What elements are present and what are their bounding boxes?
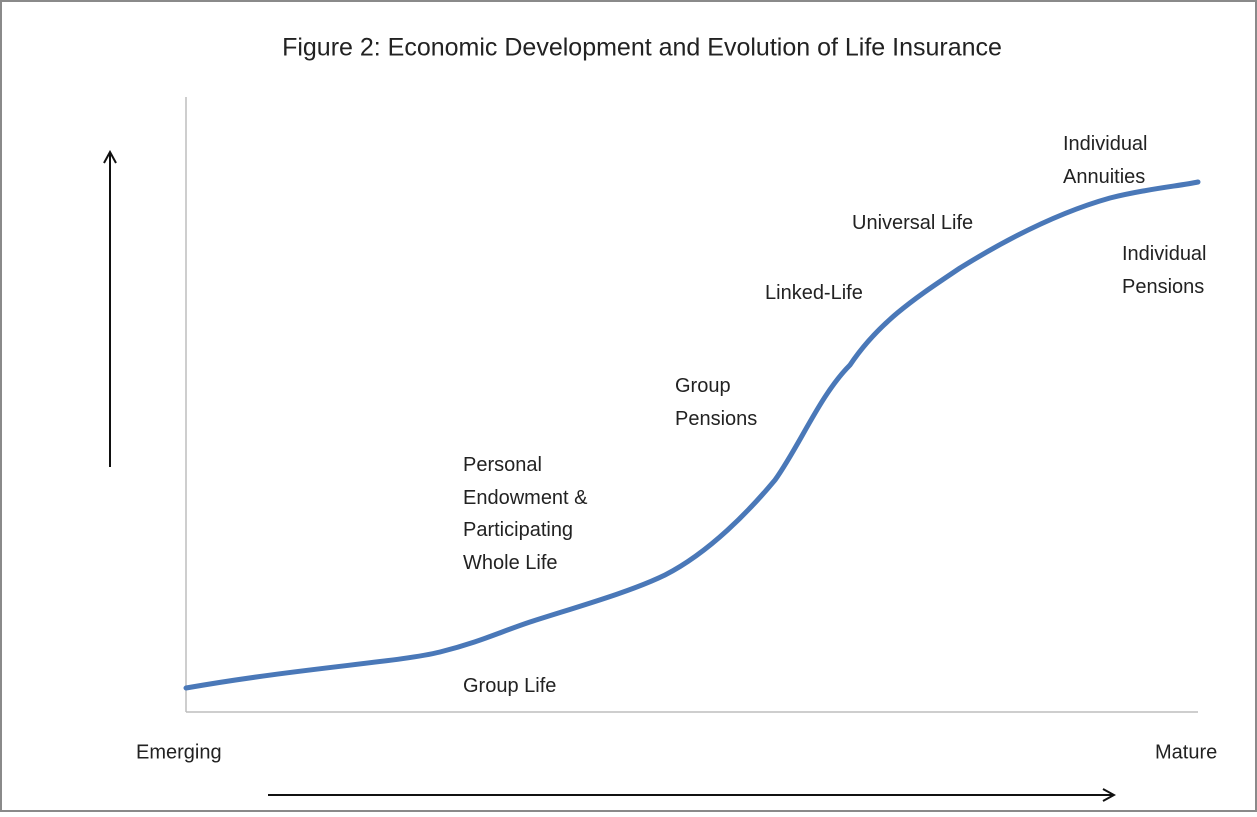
- label-line: Linked-Life: [765, 282, 863, 304]
- label-line: Whole Life: [463, 552, 558, 574]
- label-line: Participating: [463, 519, 573, 541]
- evolution-curve: [183, 179, 1201, 691]
- label: Group Pensions: [675, 375, 757, 430]
- label-line: Individual: [1063, 133, 1148, 155]
- x-start-label: Emerging: [136, 741, 222, 763]
- label: Personal Endowment & Participating Whole…: [463, 454, 593, 574]
- label: Group Life: [463, 675, 556, 697]
- x-end-label: Mature: [1155, 741, 1217, 763]
- label: Individual Pensions: [1122, 243, 1212, 298]
- label-line: Pensions: [1122, 276, 1204, 298]
- label: Universal Life: [852, 212, 973, 234]
- label: Linked-Life: [765, 282, 863, 304]
- label-line: Group Life: [463, 675, 556, 697]
- label-line: Group: [675, 375, 731, 397]
- label-line: Endowment &: [463, 487, 588, 509]
- label-line: Annuities: [1063, 166, 1145, 188]
- label-line: Universal Life: [852, 212, 973, 234]
- label-line: Individual: [1122, 243, 1207, 265]
- label: Individual Annuities: [1063, 133, 1153, 188]
- label-line: Personal: [463, 454, 542, 476]
- title: Figure 2: Economic Development and Evolu…: [282, 34, 1002, 62]
- label-line: Pensions: [675, 408, 757, 430]
